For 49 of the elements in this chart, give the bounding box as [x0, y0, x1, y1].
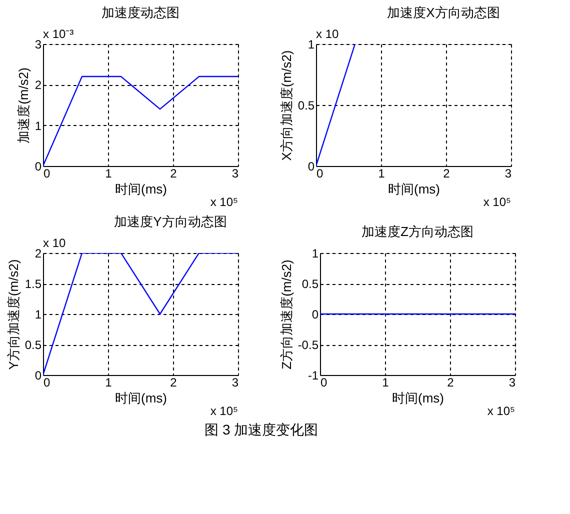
- x-axis-title: 时间(ms): [115, 182, 167, 196]
- chart-title: 加速度动态图: [102, 5, 180, 20]
- x-tick-label: 2: [447, 376, 454, 390]
- chart-title: 加速度Y方向动态图: [114, 214, 227, 229]
- y-tick-label: 0.5: [302, 277, 319, 291]
- x-tick-label: 3: [232, 166, 239, 180]
- y-tick-label: 2: [34, 78, 42, 92]
- x-tick-label: 0: [320, 376, 328, 390]
- y-tick-label: 1: [34, 308, 42, 322]
- y-axis-title: Z方向加速度(m/s2): [278, 260, 294, 370]
- y-tick-label: -0.5: [298, 338, 319, 352]
- text: x 10⁵: [210, 404, 238, 418]
- text: x 10: [316, 27, 340, 41]
- text: x 10⁻³: [43, 27, 74, 41]
- x-tick-label: 1: [378, 166, 386, 180]
- y-tick-label: 0.5: [24, 338, 42, 352]
- x-tick-label: 3: [232, 376, 239, 390]
- x-axis-title: 时间(ms): [115, 390, 167, 406]
- caption: 图 3 加速度变化图: [204, 422, 318, 438]
- x-tick-label: 3: [508, 376, 516, 390]
- x-tick-label: 1: [382, 376, 390, 390]
- x-tick-label: 3: [504, 166, 512, 180]
- y-tick-label: 1.5: [24, 277, 42, 291]
- chart-title: 加速度Z方向动态图: [362, 224, 474, 239]
- y-tick-label: 1: [312, 246, 319, 260]
- text: x 10: [43, 236, 66, 250]
- x-tick-label: 0: [44, 376, 50, 390]
- x-tick-label: 1: [105, 376, 112, 390]
- y-tick-label: 2: [34, 246, 42, 260]
- x-tick-label: 0: [44, 166, 50, 180]
- x-axis-title: 时间(ms): [392, 390, 444, 406]
- y-axis-title: Y方向加速度(m/s2): [6, 259, 21, 370]
- y-axis-title: X方向加速度(m/s2): [278, 50, 294, 161]
- y-tick-label: 0: [312, 308, 319, 322]
- y-tick-label: 3: [34, 38, 42, 52]
- y-tick-label: 1: [308, 38, 315, 52]
- y-axis-title: 加速度(m/s2): [16, 68, 31, 144]
- x-tick-label: 2: [443, 166, 450, 180]
- y-tick-label: 0.5: [298, 98, 315, 112]
- x-tick-label: 2: [170, 166, 178, 180]
- y-tick-label: -1: [308, 368, 319, 382]
- x-axis-title: 时间(ms): [388, 182, 440, 196]
- x-tick-label: 1: [105, 166, 112, 180]
- x-tick-label: 2: [170, 376, 178, 390]
- text: x 10⁵: [487, 404, 516, 418]
- text: x 10⁵: [483, 195, 512, 209]
- chart-title: 加速度X方向动态图: [387, 5, 500, 20]
- y-tick-label: 1: [34, 118, 42, 133]
- text: x 10⁵: [210, 195, 238, 209]
